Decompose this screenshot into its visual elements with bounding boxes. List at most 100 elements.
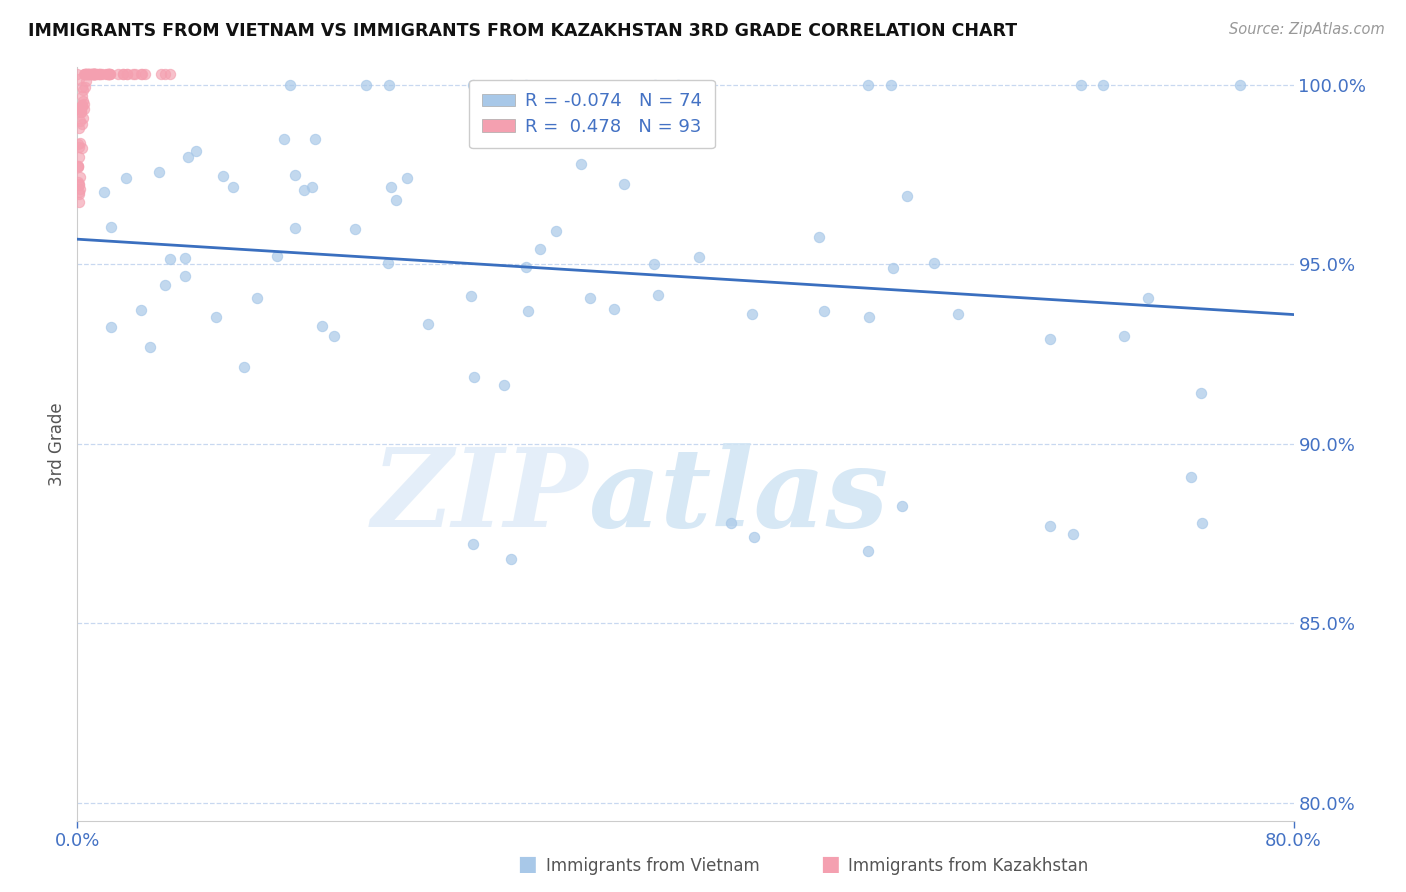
Point	[77, 67, 100, 81]
Point	[879, 78, 901, 92]
Point	[378, 78, 401, 92]
Text: Immigrants from Vietnam: Immigrants from Vietnam	[546, 856, 759, 874]
Text: ■: ■	[517, 854, 537, 873]
Point	[67, 178, 90, 192]
Point	[69, 150, 91, 164]
Point	[111, 67, 134, 81]
Point	[882, 261, 904, 276]
Point	[69, 113, 91, 128]
Text: ZIP: ZIP	[371, 442, 588, 550]
Text: IMMIGRANTS FROM VIETNAM VS IMMIGRANTS FROM KAZAKHSTAN 3RD GRADE CORRELATION CHAR: IMMIGRANTS FROM VIETNAM VS IMMIGRANTS FR…	[28, 22, 1018, 40]
Legend: R = -0.074   N = 74, R =  0.478   N = 93: R = -0.074 N = 74, R = 0.478 N = 93	[470, 79, 716, 148]
Point	[72, 111, 94, 125]
Point	[720, 516, 742, 530]
Point	[83, 67, 105, 81]
Point	[643, 257, 665, 271]
Point	[70, 118, 93, 132]
Point	[1039, 332, 1062, 346]
Point	[515, 78, 537, 92]
Point	[67, 72, 90, 87]
Point	[416, 317, 439, 331]
Point	[100, 320, 122, 334]
Point	[1070, 78, 1092, 92]
Point	[515, 260, 537, 275]
Point	[73, 103, 96, 117]
Point	[82, 67, 104, 81]
Point	[72, 99, 94, 113]
Point	[76, 67, 98, 81]
Point	[134, 67, 156, 81]
Point	[813, 304, 835, 318]
Point	[93, 185, 115, 199]
Point	[273, 131, 295, 145]
Point	[741, 308, 763, 322]
Point	[922, 256, 945, 270]
Point	[1092, 78, 1115, 92]
Point	[83, 67, 105, 81]
Point	[70, 141, 93, 155]
Point	[98, 67, 121, 81]
Point	[212, 169, 235, 183]
Text: Immigrants from Kazakhstan: Immigrants from Kazakhstan	[848, 856, 1088, 874]
Point	[66, 137, 89, 152]
Point	[70, 98, 93, 112]
Point	[69, 169, 91, 184]
Point	[1189, 386, 1212, 401]
Point	[66, 159, 89, 173]
Point	[83, 67, 105, 81]
Point	[323, 329, 346, 343]
Point	[98, 67, 121, 81]
Point	[301, 180, 323, 194]
Point	[494, 378, 516, 392]
Point	[517, 304, 540, 318]
Point	[153, 277, 176, 292]
Point	[1039, 519, 1062, 533]
Point	[86, 67, 108, 81]
Point	[112, 67, 135, 81]
Point	[75, 74, 97, 88]
Point	[1112, 328, 1135, 343]
Point	[70, 105, 93, 120]
Point	[79, 67, 101, 81]
Point	[688, 250, 710, 264]
Point	[75, 67, 97, 81]
Point	[233, 359, 256, 374]
Point	[83, 67, 105, 81]
Point	[284, 221, 307, 235]
Point	[174, 251, 197, 265]
Point	[76, 67, 98, 81]
Point	[83, 67, 105, 81]
Point	[89, 67, 111, 81]
Point	[66, 67, 89, 81]
Point	[139, 340, 162, 354]
Point	[80, 67, 103, 81]
Point	[222, 180, 245, 194]
Point	[70, 103, 93, 117]
Point	[602, 301, 624, 316]
Point	[131, 67, 153, 81]
Point	[80, 67, 103, 81]
Point	[946, 307, 969, 321]
Point	[73, 67, 96, 81]
Point	[98, 67, 121, 81]
Point	[856, 78, 879, 92]
Point	[461, 78, 484, 92]
Point	[84, 67, 107, 81]
Point	[304, 131, 326, 145]
Point	[97, 67, 120, 81]
Point	[67, 195, 90, 210]
Point	[205, 310, 228, 324]
Point	[96, 67, 118, 81]
Point	[69, 178, 91, 192]
Point	[100, 220, 122, 235]
Point	[70, 103, 93, 117]
Point	[91, 67, 114, 81]
Point	[1180, 470, 1202, 484]
Text: atlas: atlas	[588, 442, 889, 550]
Point	[80, 67, 103, 81]
Point	[385, 194, 408, 208]
Point	[69, 182, 91, 196]
Point	[246, 291, 269, 305]
Point	[70, 105, 93, 120]
Point	[1062, 526, 1084, 541]
